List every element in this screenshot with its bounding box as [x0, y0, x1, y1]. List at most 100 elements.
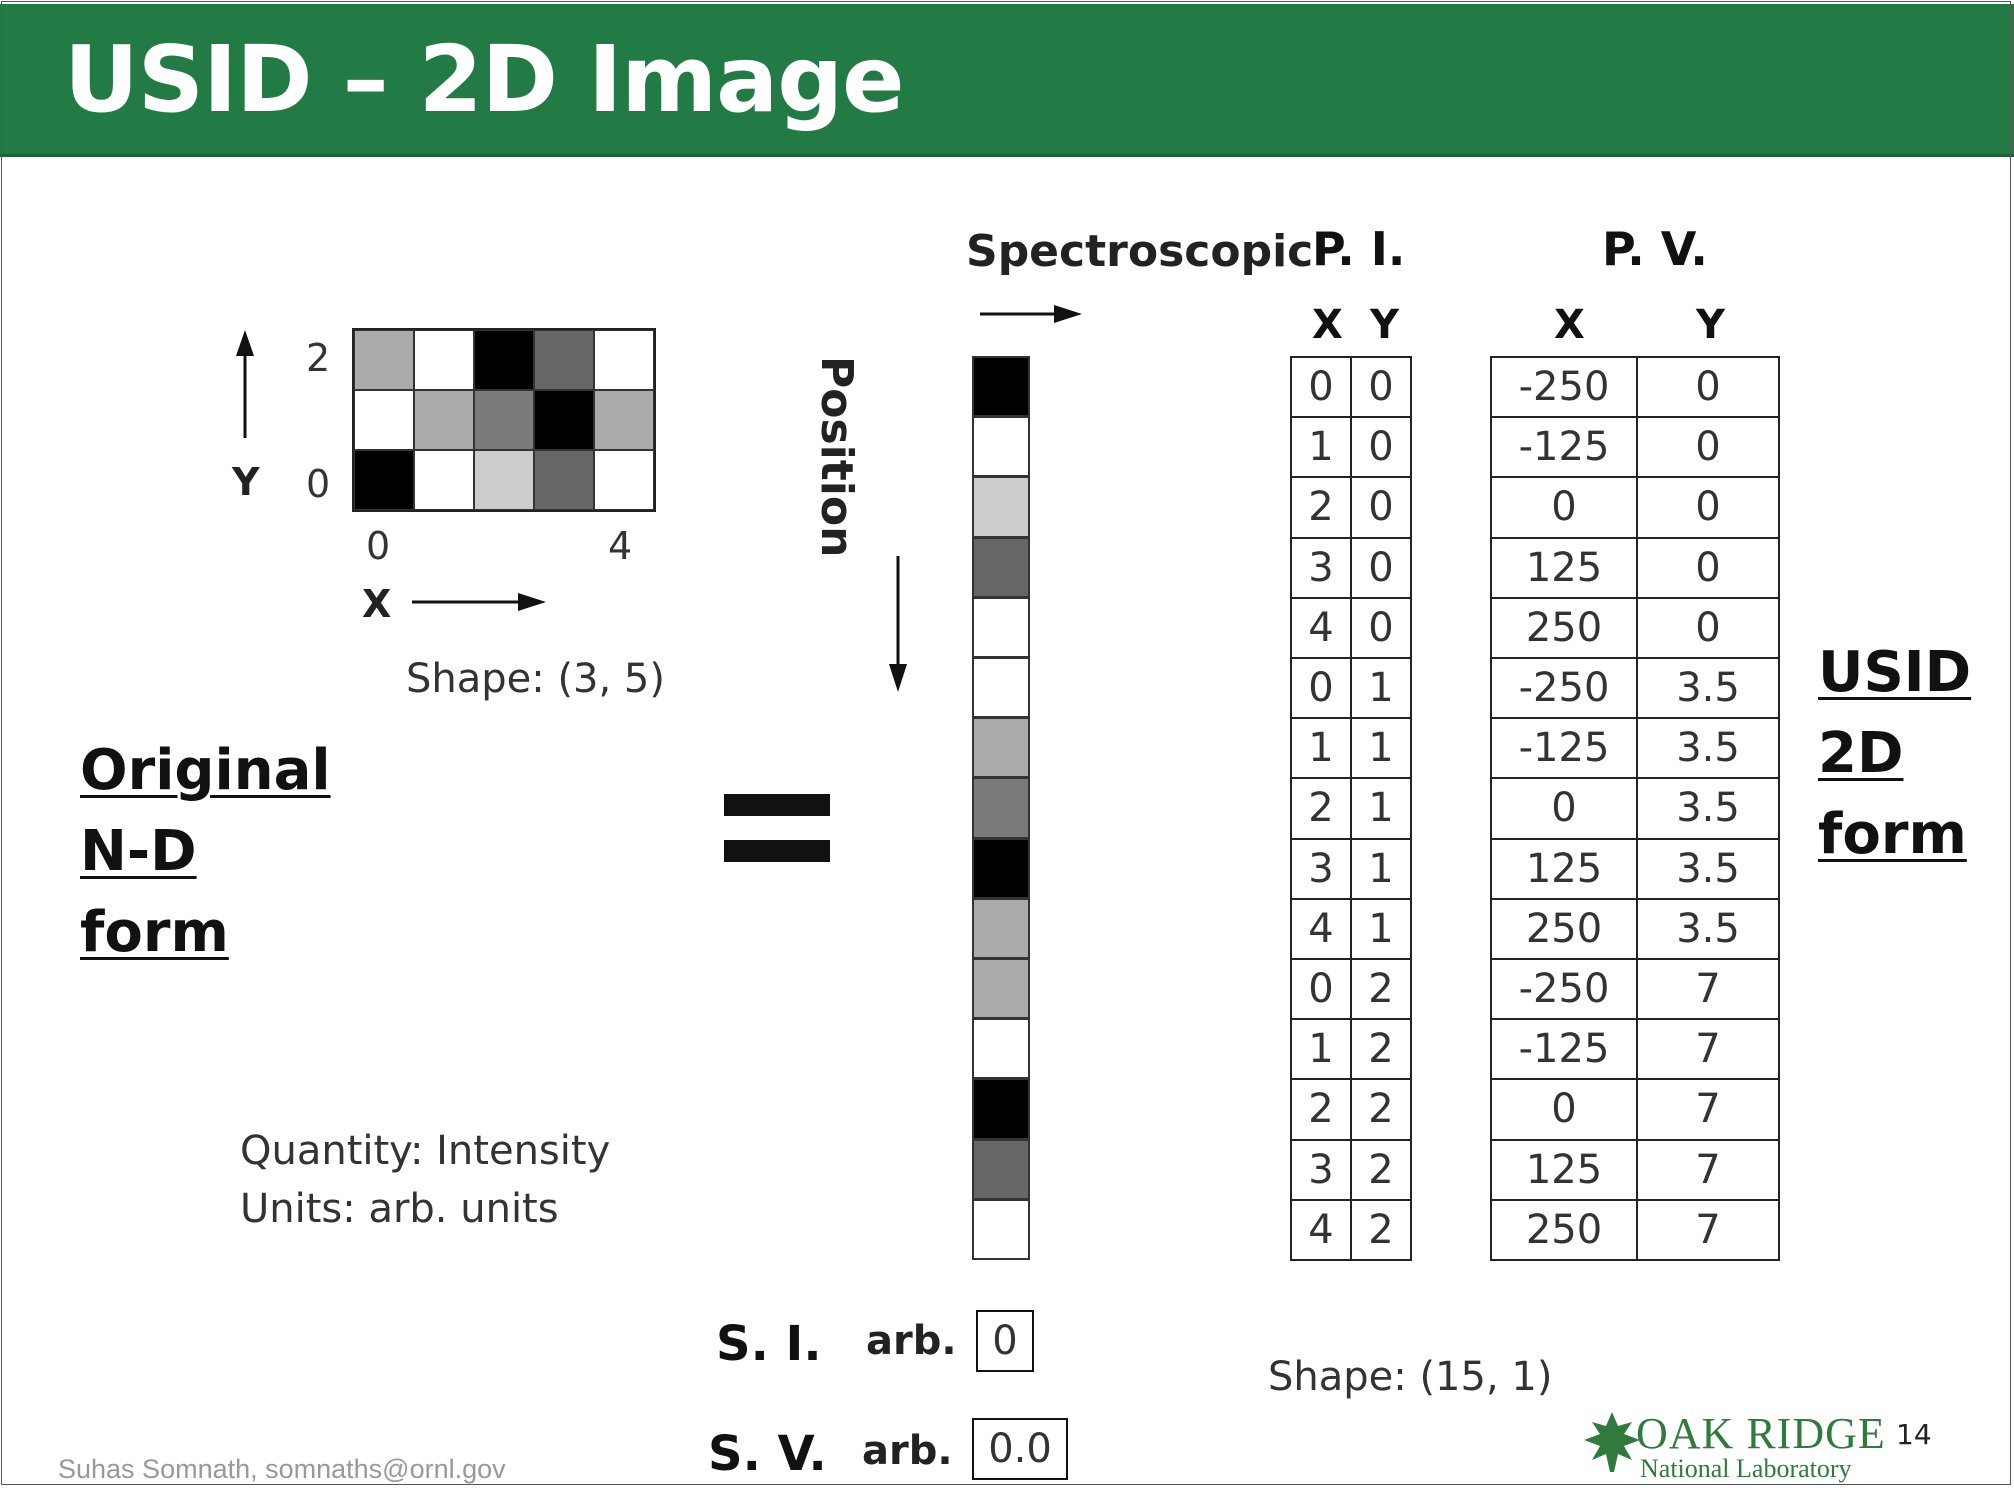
logo-line-1: OAK RIDGE	[1636, 1409, 1886, 1458]
x-tick-left: 0	[366, 524, 391, 568]
sv-label: S. V.	[708, 1426, 827, 1482]
pv-cell: 0	[1636, 416, 1780, 479]
pi-cell: 2	[1350, 1138, 1412, 1201]
spectroscopic-arrow-icon	[980, 305, 1082, 323]
nd-grid-cell	[354, 450, 414, 510]
original-form-line-2: N-D	[80, 819, 197, 884]
pi-cell: 2	[1350, 1078, 1412, 1141]
nd-image-grid	[352, 328, 656, 512]
usid-form-line-2: 2D	[1818, 721, 1904, 786]
pi-cell: 2	[1350, 1198, 1412, 1261]
flattened-position-column	[972, 356, 1030, 1260]
original-form-line-1: Original	[80, 738, 331, 803]
nd-grid-cell	[594, 450, 654, 510]
pv-header-y: Y	[1696, 302, 1725, 348]
pi-cell: 2	[1290, 476, 1352, 539]
pv-cell: 3.5	[1636, 657, 1780, 720]
pv-cell: 125	[1490, 1138, 1638, 1201]
pi-cell: 1	[1350, 657, 1412, 720]
pv-cell: 0	[1636, 536, 1780, 599]
pi-cell: 0	[1290, 958, 1352, 1021]
pv-cell: 7	[1636, 958, 1780, 1021]
si-value-box: 0	[976, 1310, 1034, 1372]
pi-cell: 1	[1290, 1018, 1352, 1081]
pv-cell: 3.5	[1636, 837, 1780, 900]
pi-cell: 4	[1290, 596, 1352, 659]
position-cell	[972, 476, 1030, 538]
y-axis-name: Y	[232, 460, 260, 504]
quantity-label: Quantity: Intensity	[240, 1128, 611, 1174]
pv-cell: 3.5	[1636, 777, 1780, 840]
pi-cell: 1	[1350, 717, 1412, 780]
pv-cell: 3.5	[1636, 897, 1780, 960]
position-cell	[972, 1018, 1030, 1080]
usid-shape-label: Shape: (15, 1)	[1268, 1354, 1553, 1400]
position-cell	[972, 416, 1030, 478]
nd-shape-label: Shape: (3, 5)	[406, 656, 665, 702]
pi-cell: 0	[1350, 416, 1412, 479]
pi-cell: 0	[1350, 356, 1412, 419]
nd-grid-cell	[354, 330, 414, 390]
pi-cell: 0	[1350, 476, 1412, 539]
nd-grid-cell	[414, 390, 474, 450]
pi-cell: 4	[1290, 1198, 1352, 1261]
pv-cell: 0	[1636, 596, 1780, 659]
pi-cell: 0	[1350, 596, 1412, 659]
nd-grid-cell	[534, 450, 594, 510]
footer-author: Suhas Somnath, somnaths@ornl.gov	[58, 1454, 506, 1484]
sv-value-box: 0.0	[972, 1418, 1068, 1480]
pi-header-x: X	[1312, 302, 1343, 348]
logo-line-2: National Laboratory	[1640, 1454, 1852, 1483]
pi-header-y: Y	[1370, 302, 1399, 348]
nd-grid-cell	[534, 390, 594, 450]
pv-cell: 7	[1636, 1078, 1780, 1141]
pv-table: -250 0 -125 0 0 0 125 0 250 0 -250 3.5 -125 3.5 0 3.5 12…	[1490, 356, 1780, 1261]
pv-cell: 0	[1636, 356, 1780, 419]
sv-unit: arb.	[862, 1428, 953, 1474]
nd-grid-cell	[414, 330, 474, 390]
usid-form-line-1: USID	[1818, 640, 1972, 705]
position-cell	[972, 897, 1030, 959]
nd-grid-cell	[474, 450, 534, 510]
pv-header-x: X	[1554, 302, 1585, 348]
pi-cell: 2	[1290, 777, 1352, 840]
original-form-label: Original N-D form	[80, 730, 331, 973]
page-number: 14	[1896, 1418, 1932, 1451]
pv-cell: -125	[1490, 416, 1638, 479]
pv-cell: 0	[1490, 777, 1638, 840]
pi-cell: 0	[1350, 536, 1412, 599]
pi-cell: 2	[1350, 958, 1412, 1021]
position-label: Position	[811, 356, 862, 558]
position-cell	[972, 1138, 1030, 1200]
pi-cell: 4	[1290, 897, 1352, 960]
si-label: S. I.	[716, 1316, 822, 1372]
position-cell	[972, 536, 1030, 598]
nd-grid-cell	[354, 390, 414, 450]
slide-title: USID – 2D Image	[64, 26, 904, 133]
pv-cell: 7	[1636, 1198, 1780, 1261]
pv-cell: 250	[1490, 897, 1638, 960]
pv-cell: -250	[1490, 958, 1638, 1021]
pv-cell: 7	[1636, 1018, 1780, 1081]
si-unit: arb.	[866, 1318, 957, 1364]
y-tick-bottom: 0	[306, 462, 331, 506]
pi-cell: 1	[1350, 897, 1412, 960]
original-form-line-3: form	[80, 900, 229, 965]
pv-cell: 7	[1636, 1138, 1780, 1201]
pi-cell: 2	[1350, 1018, 1412, 1081]
pv-cell: 0	[1636, 476, 1780, 539]
pi-title: P. I.	[1312, 222, 1406, 276]
pi-cell: 1	[1290, 717, 1352, 780]
pi-cell: 1	[1350, 777, 1412, 840]
spectroscopic-label: Spectroscopic	[966, 226, 1314, 277]
pv-cell: 125	[1490, 536, 1638, 599]
pv-cell: -125	[1490, 717, 1638, 780]
position-cell	[972, 1198, 1030, 1260]
x-tick-right: 4	[608, 524, 633, 568]
pi-cell: 3	[1290, 837, 1352, 900]
pv-title: P. V.	[1602, 222, 1708, 276]
x-axis-name: X	[362, 582, 392, 626]
pv-cell: 3.5	[1636, 717, 1780, 780]
position-cell	[972, 657, 1030, 719]
